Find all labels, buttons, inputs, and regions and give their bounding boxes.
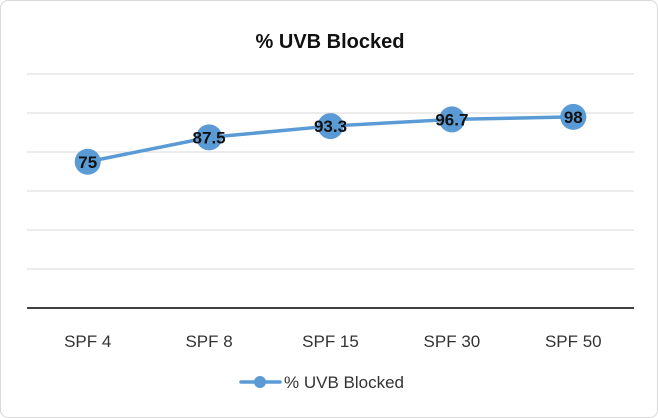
- data-label: 87.5: [193, 128, 226, 147]
- data-label: 96.7: [435, 110, 468, 129]
- data-label: 75: [78, 153, 97, 172]
- x-tick-label: SPF 30: [424, 332, 481, 351]
- x-tick-labels: SPF 4 SPF 8 SPF 15 SPF 30 SPF 50: [64, 332, 602, 351]
- data-point: [438, 106, 465, 133]
- data-point: [74, 148, 101, 175]
- x-tick-label: SPF 50: [545, 332, 602, 351]
- data-labels: 75 87.5 93.3 96.7 98: [78, 108, 583, 172]
- data-point: [196, 124, 223, 151]
- data-label: 93.3: [314, 117, 347, 136]
- x-tick-label: SPF 8: [185, 332, 232, 351]
- data-label: 98: [564, 108, 583, 127]
- legend-label: % UVB Blocked: [284, 373, 404, 392]
- legend-marker-swatch: [254, 376, 266, 388]
- x-tick-label: SPF 4: [64, 332, 111, 351]
- data-point: [317, 113, 344, 140]
- x-tick-label: SPF 15: [302, 332, 359, 351]
- data-point: [560, 103, 587, 130]
- gridlines: [27, 73, 634, 270]
- legend: % UVB Blocked: [239, 373, 404, 392]
- chart-title: % UVB Blocked: [256, 31, 405, 53]
- data-points: [74, 103, 587, 175]
